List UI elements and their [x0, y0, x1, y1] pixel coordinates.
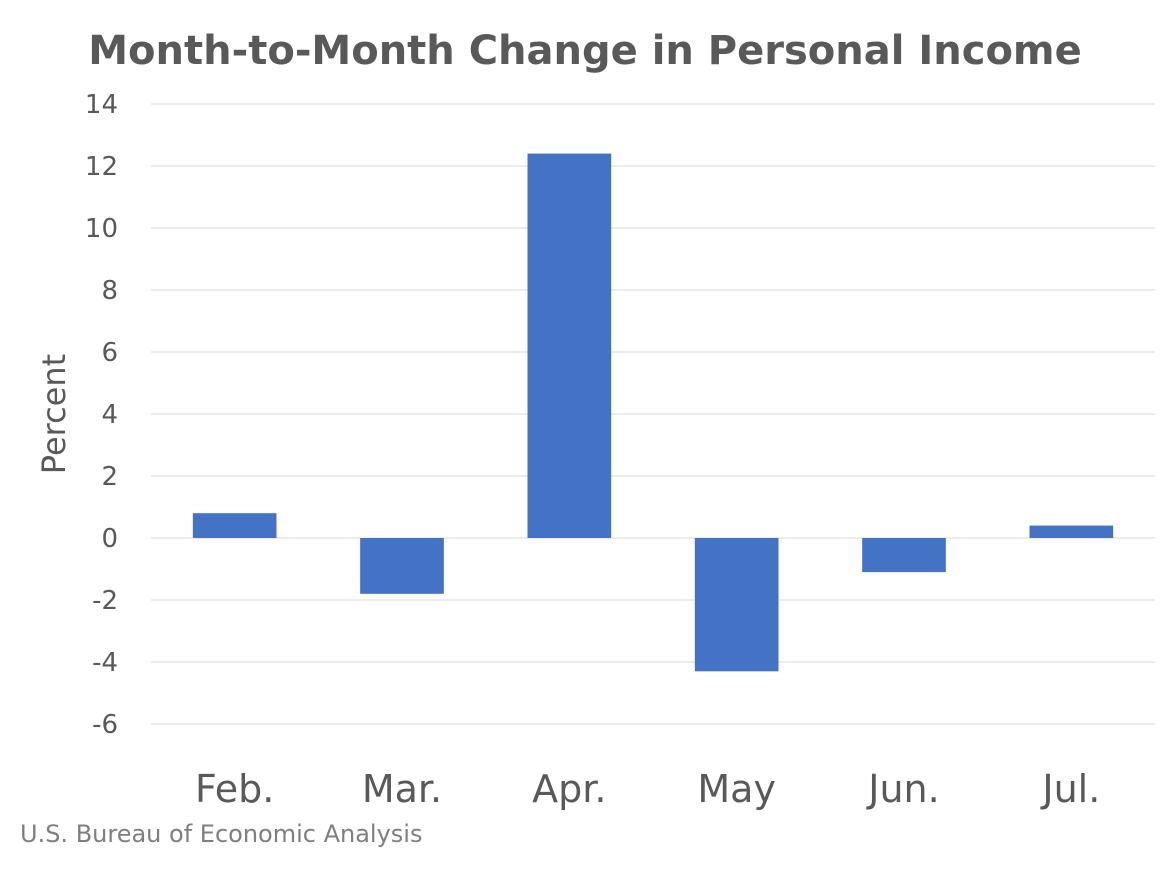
y-tick-label: -2 [92, 586, 118, 616]
source-note: U.S. Bureau of Economic Analysis [20, 820, 422, 848]
y-tick-label: -4 [92, 648, 118, 678]
y-tick-label: 2 [101, 462, 118, 492]
bar-may [694, 538, 779, 672]
x-category-label: Mar. [362, 767, 442, 811]
bar-jun [862, 538, 946, 573]
bar-jul [1029, 525, 1114, 538]
y-tick-label: 4 [101, 400, 118, 430]
gridlines [151, 103, 1155, 725]
y-tick-label: 6 [101, 338, 118, 368]
x-category-label: Apr. [532, 767, 606, 811]
x-category-label: May [697, 767, 776, 811]
x-category-label: Jun. [866, 767, 939, 811]
x-category-label: Jul. [1040, 767, 1100, 811]
bars [192, 153, 1114, 672]
y-tick-label: 10 [85, 214, 118, 244]
y-tick-label: 12 [85, 152, 118, 182]
x-axis-categories: Feb. Mar. Apr. May Jun. Jul. [195, 767, 1100, 811]
y-axis-ticks: -6 -4 -2 0 2 4 6 8 10 12 14 [85, 90, 118, 740]
bar-mar [360, 538, 444, 594]
bar-feb [192, 513, 277, 538]
chart-title: Month-to-Month Change in Personal Income [88, 28, 1081, 74]
y-tick-label: -6 [92, 710, 118, 740]
y-tick-label: 8 [101, 276, 118, 306]
y-tick-label: 14 [85, 90, 118, 120]
bar-apr [527, 153, 612, 538]
y-tick-label: 0 [101, 524, 118, 554]
y-axis-label: Percent [35, 354, 73, 474]
x-category-label: Feb. [195, 767, 274, 811]
